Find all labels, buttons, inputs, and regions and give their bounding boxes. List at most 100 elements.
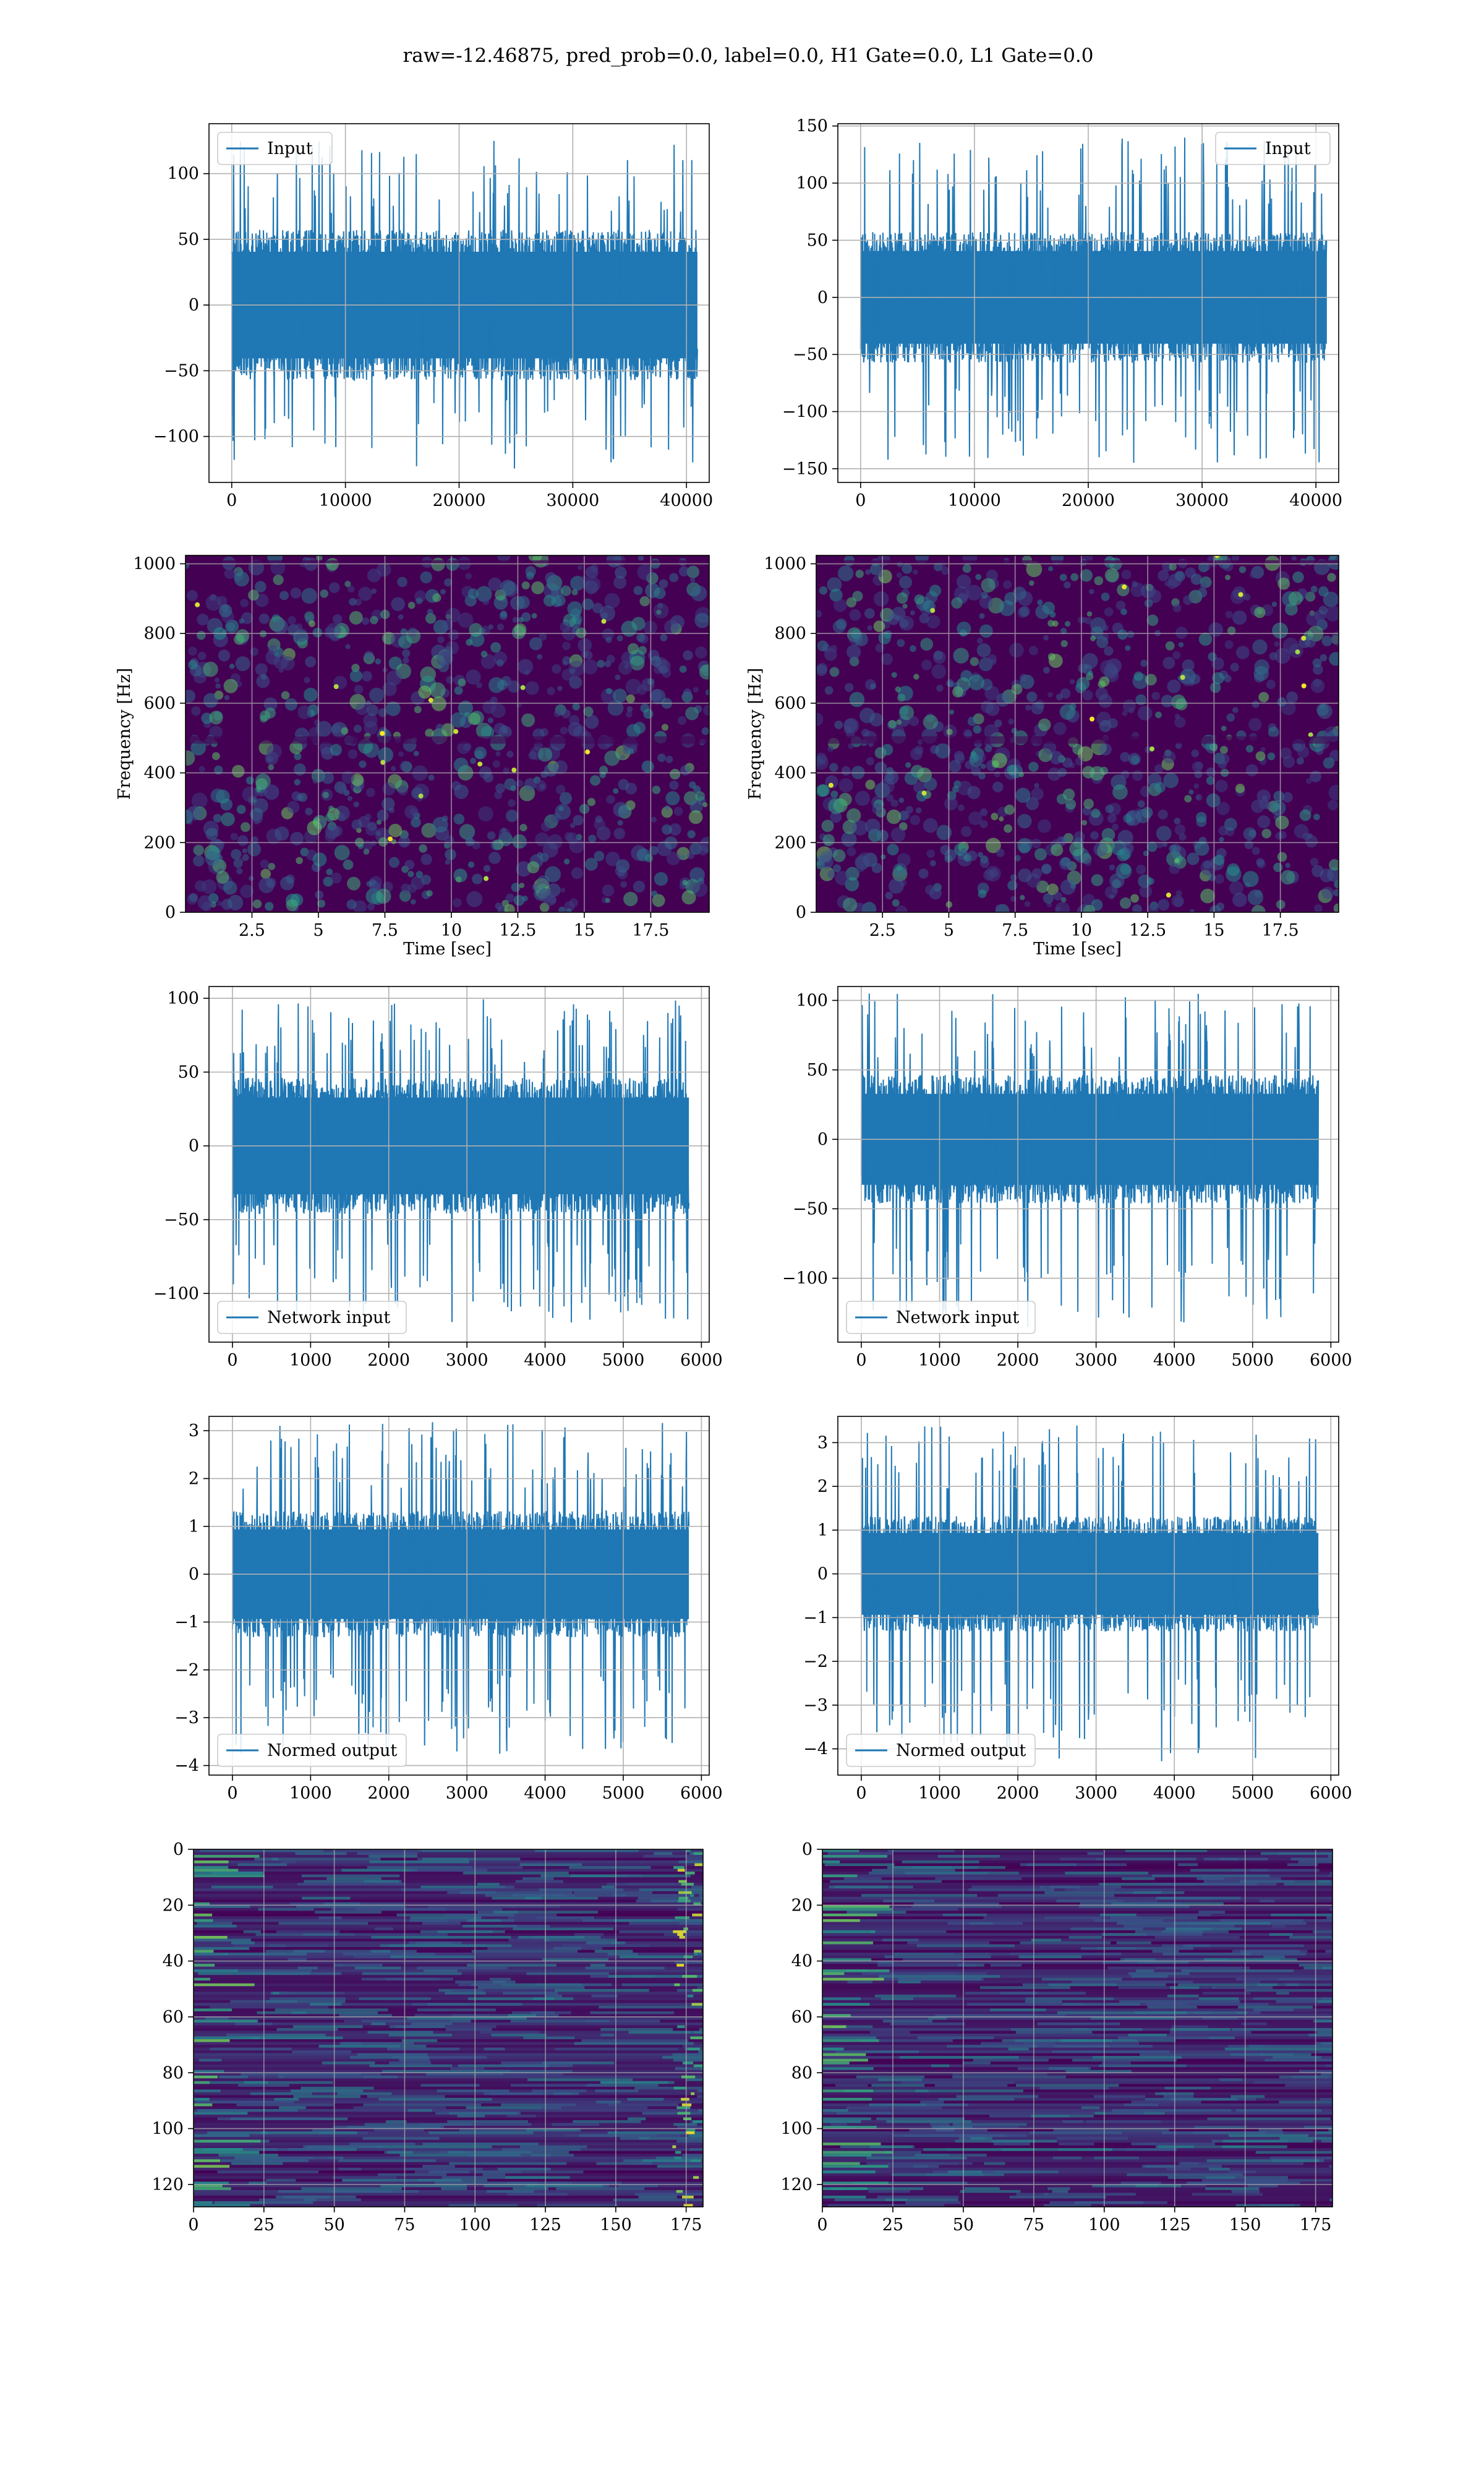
feature-streak	[441, 2176, 549, 2180]
spectrogram-speck	[186, 589, 198, 601]
feature-row	[822, 2036, 1333, 2040]
spectrogram-speck	[1043, 667, 1050, 674]
spectrogram-speck	[231, 764, 245, 778]
feature-streak	[1161, 2131, 1284, 2135]
x-tick-label: 30000	[546, 491, 599, 510]
spectrogram-speck	[521, 713, 535, 727]
feature-streak	[1272, 1924, 1286, 1928]
spectrogram-speck	[1020, 895, 1025, 901]
feature-streak	[501, 2103, 576, 2107]
spectrogram-hotspot	[1308, 732, 1313, 738]
spectrogram-speck	[569, 675, 582, 689]
feature-streak	[359, 1997, 431, 2001]
spectrogram-speck	[508, 799, 516, 807]
feature-streak	[210, 2047, 292, 2051]
spectrogram-speck	[1313, 813, 1320, 821]
x-tick-label: 0	[817, 2215, 827, 2235]
spectrogram-speck	[604, 750, 620, 766]
feature-edge	[674, 2156, 681, 2160]
feature-streak	[418, 1849, 474, 1853]
spectrogram-speck	[540, 821, 551, 832]
feature-streak	[596, 2162, 652, 2165]
spectrogram-speck	[1333, 903, 1339, 912]
feature-streak	[1057, 2137, 1128, 2141]
spectrogram-speck	[832, 620, 846, 633]
x-tick-label: 3000	[446, 1351, 488, 1370]
feature-row	[194, 1997, 703, 2001]
feature-streak	[1330, 1907, 1333, 1911]
feature-streak	[636, 1899, 703, 1903]
spectrogram-speck	[652, 894, 665, 907]
spectrogram-speck	[240, 599, 249, 607]
spectrogram-speck	[235, 656, 250, 672]
feature-streak	[1325, 2064, 1333, 2068]
spectrogram-speck	[322, 771, 335, 784]
feature-streak	[508, 1916, 589, 1920]
spectrogram-speck	[1179, 833, 1187, 841]
spectrogram-speck	[1252, 847, 1260, 855]
feature-edge	[194, 1905, 250, 1909]
feature-streak	[207, 2131, 269, 2135]
feature-row	[822, 2097, 1333, 2101]
x-tick-label: 4000	[1153, 1784, 1196, 1803]
spectrogram-speck	[613, 828, 626, 840]
feature-edge	[194, 2019, 258, 2023]
spectrogram-speck	[1073, 831, 1085, 842]
feature-streak	[877, 1961, 894, 1964]
feature-streak	[1044, 1891, 1162, 1894]
feature-streak	[1059, 1857, 1102, 1861]
spectrogram-speck	[910, 748, 923, 760]
feature-edge	[678, 1891, 692, 1894]
spectrogram-speck	[957, 621, 971, 636]
spectrogram-speck	[960, 848, 968, 855]
spectrogram-speck	[1167, 579, 1178, 589]
spectrogram-speck	[1216, 902, 1225, 911]
feature-streak	[417, 2008, 496, 2012]
spectrogram-speck	[650, 890, 658, 897]
feature-edge	[822, 2025, 846, 2029]
feature-streak	[342, 2178, 405, 2182]
spectrogram-speck	[1049, 751, 1064, 764]
feature-streak	[389, 2025, 445, 2029]
y-tick-label: 20	[163, 1896, 184, 1915]
feature-row	[194, 2075, 703, 2079]
spectrogram-speck	[524, 777, 537, 790]
feature-streak	[907, 1941, 990, 1945]
feature-streak	[1052, 2189, 1068, 2193]
spectrogram-speck	[1139, 884, 1153, 898]
spectrogram-speck	[1031, 701, 1044, 715]
spectrogram-speck	[334, 845, 350, 860]
spectrogram-speck	[445, 607, 461, 623]
spectrogram-speck	[490, 839, 502, 850]
feature-streak	[507, 2193, 568, 2196]
feature-streak	[639, 2137, 703, 2141]
feature-edge	[194, 1938, 251, 1942]
feature-streak	[1328, 1855, 1333, 1859]
spectrogram-speck	[353, 724, 362, 733]
feature-streak	[1116, 1941, 1151, 1945]
spectrogram-speck	[341, 727, 349, 735]
feature-streak	[276, 2028, 338, 2032]
spectrogram-speck	[289, 741, 303, 755]
spectrogram-speck	[268, 863, 276, 870]
feature-row	[194, 2148, 703, 2152]
y-tick-label: 60	[163, 2008, 184, 2027]
feature-row	[822, 2167, 1333, 2171]
legend-box	[217, 1734, 407, 1767]
feature-streak	[1290, 1857, 1333, 1861]
spectrogram-speck	[404, 860, 415, 870]
spectrogram-speck	[1227, 863, 1240, 876]
spectrogram-speck	[976, 643, 991, 657]
spectrogram-speck	[305, 807, 313, 816]
spectrogram-speck	[689, 577, 696, 583]
spectrogram-speck	[242, 786, 258, 802]
spectrogram-speck	[426, 889, 433, 897]
x-tick-label: 125	[529, 2215, 561, 2235]
spectrogram-speck	[323, 876, 333, 887]
spectrogram-speck	[492, 760, 500, 768]
feature-streak	[993, 2142, 1030, 2146]
spectrogram-speck	[348, 585, 355, 593]
y-tick-label: 120	[780, 2175, 812, 2194]
spectrogram-speck	[516, 861, 532, 877]
spectrogram-speck	[975, 573, 982, 580]
